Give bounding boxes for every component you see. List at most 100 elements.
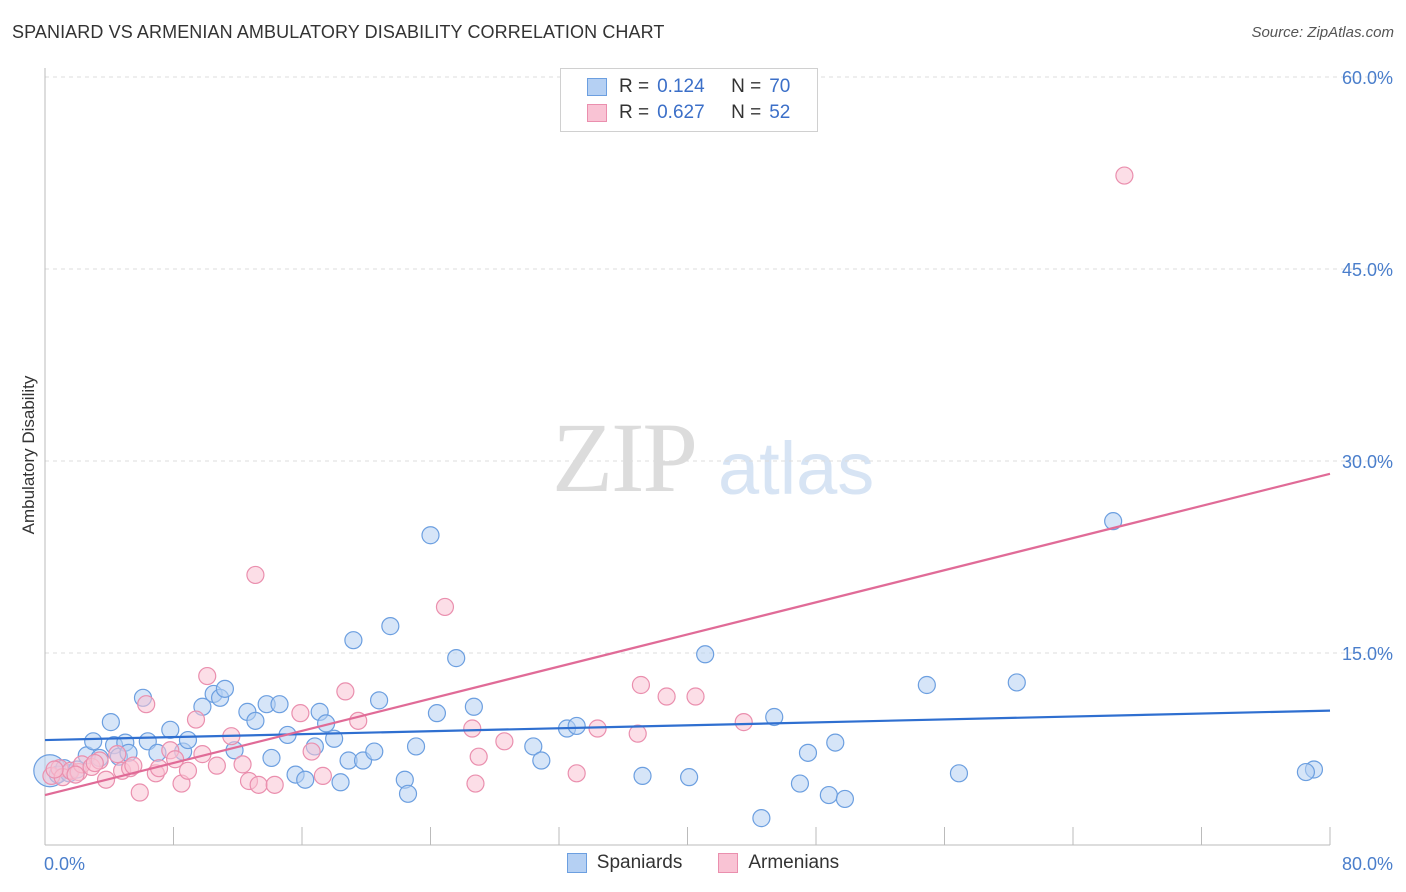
spaniards-point: [752, 809, 771, 828]
armenians-point: [657, 687, 676, 706]
armenians-point: [313, 766, 332, 785]
spaniards-point: [524, 737, 543, 756]
armenians-point: [469, 747, 488, 766]
armenians-point: [336, 682, 355, 701]
spaniards-point: [532, 751, 551, 770]
spaniards-point: [835, 789, 855, 809]
spaniards-point: [215, 679, 234, 698]
spaniards-point: [765, 707, 784, 727]
spaniards-point: [178, 730, 198, 750]
spaniards-point: [680, 768, 699, 787]
source-note: Source: ZipAtlas.com: [1251, 24, 1394, 41]
y-tick-label: 30.0%: [1342, 452, 1393, 472]
legend-row-armenians: R = 0.627 N = 52: [587, 101, 790, 125]
grid-lines: [45, 76, 1390, 654]
armenians-point: [249, 775, 268, 794]
armenians-point: [686, 687, 705, 706]
y-tick-label: 15.0%: [1342, 644, 1393, 664]
bottom-legend-label-armenians: Armenians: [748, 852, 840, 873]
bottom-legend-swatch-armenians: [718, 853, 739, 873]
spaniards-point: [84, 732, 103, 751]
spaniards-point: [427, 704, 447, 723]
armenians-point: [198, 666, 217, 686]
x-tick-label: 80.0%: [1342, 854, 1393, 874]
legend-row-spaniards: R = 0.124 N = 70: [587, 75, 790, 99]
spaniards-point: [1007, 673, 1026, 692]
bottom-legend: Spaniards Armenians: [0, 852, 1406, 874]
y-tick-label: 45.0%: [1342, 260, 1393, 280]
series-armenians-points: [42, 166, 1134, 802]
spaniards-point: [790, 774, 810, 793]
spaniards-point: [567, 716, 586, 736]
trend-lines: [44, 472, 1331, 797]
spaniards-point: [819, 785, 838, 805]
bottom-legend-swatch-spaniards: [566, 853, 587, 873]
legend-swatch-spaniards: [587, 78, 607, 96]
bottom-legend-armenians[interactable]: Armenians: [718, 852, 839, 874]
x-tick-label: 0.0%: [44, 854, 85, 874]
y-axis-label: Ambulatory Disability: [19, 375, 38, 534]
armenians-point: [628, 724, 647, 743]
legend-n-value-armenians: 52: [769, 102, 791, 123]
spaniards-point: [161, 720, 180, 739]
armenians-point: [265, 775, 284, 794]
y-tick-label: 60.0%: [1342, 68, 1393, 88]
armenians-point: [495, 732, 514, 751]
armenians-point: [466, 774, 485, 793]
legend-r-label: R =: [619, 102, 650, 123]
tick-labels: 15.0% 30.0% 45.0% 60.0% 0.0% 80.0%: [44, 68, 1393, 874]
spaniards-point: [381, 617, 400, 636]
spaniards-point: [262, 748, 281, 768]
spaniards-point: [826, 733, 845, 752]
spaniards-point: [696, 645, 715, 664]
spaniards-point: [464, 697, 483, 716]
spaniards-point: [633, 766, 652, 785]
spaniards-point: [1104, 512, 1123, 531]
armenians-point: [291, 704, 310, 723]
spaniards-point: [421, 526, 440, 545]
spaniards-point: [798, 743, 818, 762]
spaniards-point: [270, 695, 289, 714]
spaniards-point: [406, 737, 426, 756]
spaniards-point: [447, 649, 466, 668]
legend-n-label: N =: [731, 102, 762, 123]
spaniards-point: [101, 713, 120, 732]
series-spaniards-points: [33, 512, 1324, 828]
armenians-point: [207, 756, 226, 775]
armenians-point: [186, 710, 206, 729]
legend-r-value-armenians: 0.627: [657, 102, 705, 123]
armenians-point: [1115, 166, 1134, 185]
armenians-point: [734, 713, 753, 732]
armenians-point: [463, 719, 482, 738]
spaniards-point: [331, 773, 350, 792]
spaniards-point: [398, 784, 418, 803]
spaniards-point: [344, 631, 363, 650]
legend-swatch-armenians: [587, 104, 607, 122]
spaniards-point: [917, 675, 936, 695]
chart-title: SPANIARD VS ARMENIAN AMBULATORY DISABILI…: [12, 22, 665, 42]
armenians-trend-line: [44, 472, 1331, 797]
armenians-point: [108, 745, 127, 764]
spaniards-point: [246, 711, 265, 730]
armenians-point: [66, 765, 85, 784]
armenians-point: [124, 756, 143, 775]
watermark-atlas: atlas: [718, 427, 875, 510]
armenians-point: [85, 753, 104, 773]
armenians-point: [233, 755, 252, 774]
spaniards-point: [365, 742, 384, 761]
axes: [44, 68, 1331, 846]
armenians-point: [567, 764, 586, 783]
armenians-point: [130, 783, 149, 802]
legend-r-label: R =: [619, 76, 650, 97]
armenians-point: [137, 695, 156, 714]
legend-n-value-spaniards: 70: [769, 76, 791, 97]
armenians-point: [302, 742, 321, 761]
legend-r-value-spaniards: 0.124: [657, 76, 705, 97]
bottom-legend-spaniards[interactable]: Spaniards: [566, 852, 682, 874]
spaniards-point: [296, 770, 315, 789]
legend-n-label: N =: [731, 76, 762, 97]
spaniards-point: [1296, 762, 1316, 782]
armenians-point: [435, 597, 455, 617]
legend-box: R = 0.124 N = 70 R = 0.627 N = 52: [560, 68, 818, 132]
